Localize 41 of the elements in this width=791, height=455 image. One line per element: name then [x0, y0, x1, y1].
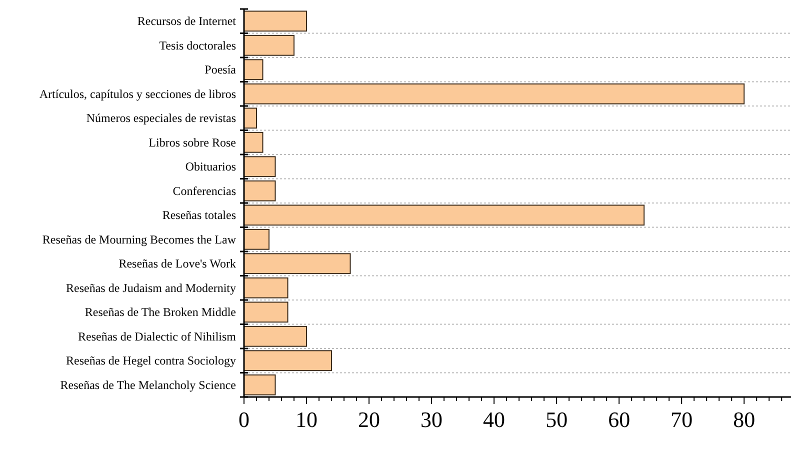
- bar: [244, 34, 295, 56]
- y-tick-label: Recursos de Internet: [137, 14, 237, 28]
- bar: [244, 228, 270, 250]
- x-tick-label: 50: [546, 407, 568, 432]
- bar: [244, 204, 645, 226]
- x-tick-label: 30: [420, 407, 443, 432]
- bar: [244, 83, 745, 104]
- y-tick-label: Poesía: [204, 62, 237, 77]
- bar: [244, 374, 276, 396]
- bar: [244, 350, 332, 372]
- y-tick-label: Reseñas de The Broken Middle: [84, 305, 236, 320]
- y-tick-label: Obituarios: [185, 160, 236, 174]
- y-tick-label: Números especiales de revistas: [86, 111, 236, 126]
- x-tick-label: 10: [296, 407, 318, 432]
- y-tick-label: Artículos, capítulos y secciones de libros: [39, 86, 236, 101]
- bar: [244, 59, 264, 80]
- y-tick-label: Reseñas de Mourning Becomes the Law: [42, 232, 236, 246]
- y-tick-label: Reseñas de Judaism and Modernity: [66, 280, 236, 295]
- x-tick-label: 80: [733, 407, 756, 432]
- bar: [244, 180, 276, 202]
- bar: [244, 277, 288, 298]
- y-tick-label: Reseñas de Dialectic of Nihilism: [78, 329, 237, 344]
- x-tick-label: 20: [358, 407, 380, 432]
- bar: [244, 253, 351, 274]
- x-tick-label: 60: [608, 407, 630, 432]
- y-tick-label: Conferencias: [172, 184, 236, 198]
- y-tick-label: Reseñas de The Melancholy Science: [60, 378, 236, 392]
- x-tick-label: 0: [238, 407, 250, 432]
- y-tick-label: Tesis doctorales: [159, 38, 236, 52]
- y-tick-label: Reseñas totales: [162, 208, 236, 222]
- y-tick-label: Reseñas de Love's Work: [118, 256, 236, 271]
- bar: [244, 302, 288, 323]
- bar: [244, 156, 276, 178]
- bar: [244, 108, 258, 129]
- bar: [244, 10, 308, 32]
- bar: [244, 132, 264, 153]
- y-tick-label: Reseñas de Hegel contra Sociology: [66, 354, 236, 368]
- x-tick-label: 40: [483, 407, 506, 432]
- x-tick-label: 70: [670, 407, 693, 432]
- y-tick-label: Libros sobre Rose: [148, 135, 236, 150]
- bar: [244, 326, 308, 347]
